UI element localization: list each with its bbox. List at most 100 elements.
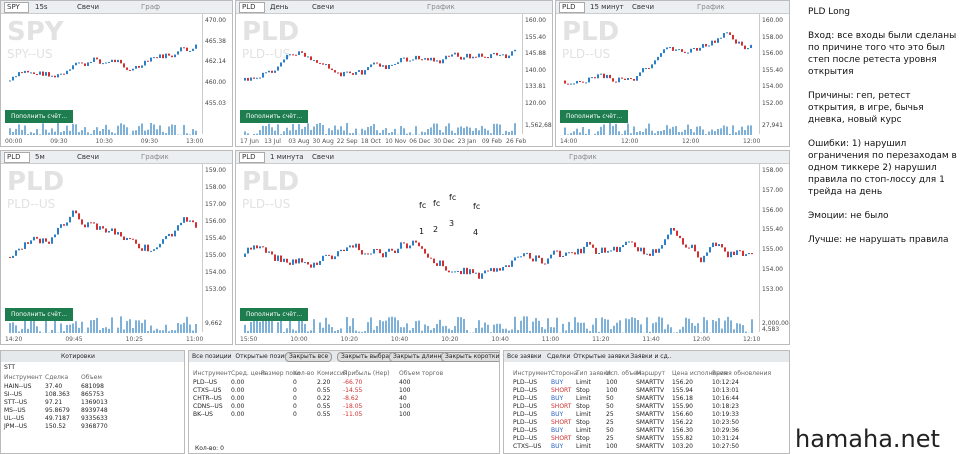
candle — [750, 44, 752, 49]
candle — [400, 58, 402, 63]
symbol[interactable]: PLD — [239, 152, 265, 163]
symbol[interactable]: PLD — [559, 2, 585, 13]
candle — [379, 63, 381, 67]
candle — [736, 250, 738, 255]
candle — [679, 235, 681, 239]
table-cell: 10:16:44 — [712, 395, 739, 402]
candle — [619, 247, 621, 252]
volume-bar — [640, 324, 642, 333]
pane-header: PLD День Свечи График — [236, 1, 552, 14]
volume-bar — [718, 318, 720, 333]
volume-bar — [699, 126, 701, 135]
timeframe[interactable]: 5м — [35, 153, 45, 161]
volume-bar — [313, 319, 315, 333]
price-label: 158.00 — [205, 183, 226, 191]
candle — [700, 257, 702, 263]
table-cell: 95.8679 — [45, 407, 70, 414]
symbol[interactable]: SPY — [4, 2, 29, 13]
candle — [673, 227, 675, 231]
candle — [12, 255, 14, 258]
candle — [652, 249, 654, 256]
symbol-input[interactable]: STT — [4, 364, 16, 371]
tab[interactable]: Открытые заявки — [573, 353, 630, 360]
candle — [301, 51, 303, 53]
price-label: 159.00 — [205, 167, 226, 174]
volume-bar — [729, 133, 731, 135]
volume-bar — [651, 130, 653, 135]
candle — [292, 259, 294, 265]
chart-style[interactable]: Свечи — [312, 153, 335, 161]
toolbar-button[interactable]: Закрыть короткие — [441, 352, 499, 362]
timeframe[interactable]: 15 минут — [590, 3, 624, 11]
volume-bar — [165, 133, 167, 135]
time-label: 18 Oct — [360, 138, 381, 145]
timeframe[interactable]: 15s — [35, 3, 48, 11]
candle — [466, 267, 468, 275]
candle — [355, 243, 357, 248]
candle — [421, 59, 423, 61]
time-label: 10:40 — [491, 336, 509, 343]
tab[interactable]: Все заявки — [507, 353, 542, 360]
volume-bar — [451, 330, 453, 333]
symbol[interactable]: PLD — [4, 152, 30, 163]
candle — [615, 81, 617, 83]
table-cell: SMARTTV — [636, 435, 665, 442]
volume-bar — [742, 325, 744, 333]
tab[interactable]: Сделки — [547, 353, 571, 360]
candle — [331, 255, 333, 260]
tab[interactable]: Все позиции — [192, 353, 232, 360]
chart-style[interactable]: Свечи — [632, 3, 655, 11]
column-header: Инструмент — [513, 370, 552, 377]
volume-bar — [511, 329, 513, 333]
chart-style[interactable]: Свечи — [312, 3, 335, 11]
table-cell: SMARTTV — [636, 411, 665, 418]
volume-bar — [265, 126, 267, 135]
candle — [691, 244, 693, 249]
volume-bar — [21, 328, 23, 333]
pane-header: PLD 1 минута Свечи График — [236, 151, 789, 164]
chart-pane: PLD 5м Свечи График PLD PLD--US 159.00 158.00 15… — [0, 150, 233, 345]
chart-style[interactable]: Свечи — [77, 3, 100, 11]
candle — [409, 245, 411, 249]
volume-bar — [328, 128, 330, 135]
candle — [397, 62, 399, 64]
candle — [460, 56, 462, 60]
column-header: Сделка — [45, 374, 69, 381]
candle — [687, 52, 689, 54]
tab[interactable]: Заявки и сд.. — [630, 353, 672, 360]
volume-bar — [736, 323, 738, 333]
price-axis — [202, 163, 203, 332]
candle — [72, 210, 74, 217]
time-label: 11:20 — [592, 336, 610, 343]
symbol[interactable]: PLD — [239, 2, 265, 13]
candle — [280, 255, 282, 262]
price-label: 156.00 — [205, 217, 226, 225]
deposit-button[interactable]: Пополнить счёт... — [5, 308, 74, 321]
deposit-button[interactable]: Пополнить счёт... — [240, 308, 309, 321]
candle — [54, 234, 56, 238]
volume-bar — [532, 321, 534, 333]
table-cell: 100 — [399, 403, 411, 410]
chart-style[interactable]: Свечи — [77, 153, 100, 161]
timeframe[interactable]: 1 минута — [270, 153, 304, 161]
volume-bar — [15, 325, 17, 333]
candle — [78, 62, 80, 64]
volume-bar — [672, 126, 674, 135]
deposit-button[interactable]: Пополнить счёт... — [560, 110, 629, 123]
volume-bar — [565, 330, 567, 333]
deposit-button[interactable]: Пополнить счёт... — [5, 110, 74, 123]
volume-bar — [520, 320, 522, 333]
candle — [484, 56, 486, 58]
volume-bar — [367, 127, 369, 135]
tab[interactable]: Открытые позиции — [235, 353, 297, 360]
volume-bar — [585, 133, 587, 135]
candle — [385, 251, 387, 258]
timeframe[interactable]: День — [270, 3, 289, 11]
volume-label: 1,562,689 — [525, 122, 553, 129]
volume-bar — [628, 319, 630, 333]
volume-bar — [415, 126, 417, 135]
volume-bar — [726, 126, 728, 135]
candle — [150, 57, 152, 62]
toolbar-button[interactable]: Закрыть все — [285, 352, 333, 362]
deposit-button[interactable]: Пополнить счёт... — [240, 110, 309, 123]
